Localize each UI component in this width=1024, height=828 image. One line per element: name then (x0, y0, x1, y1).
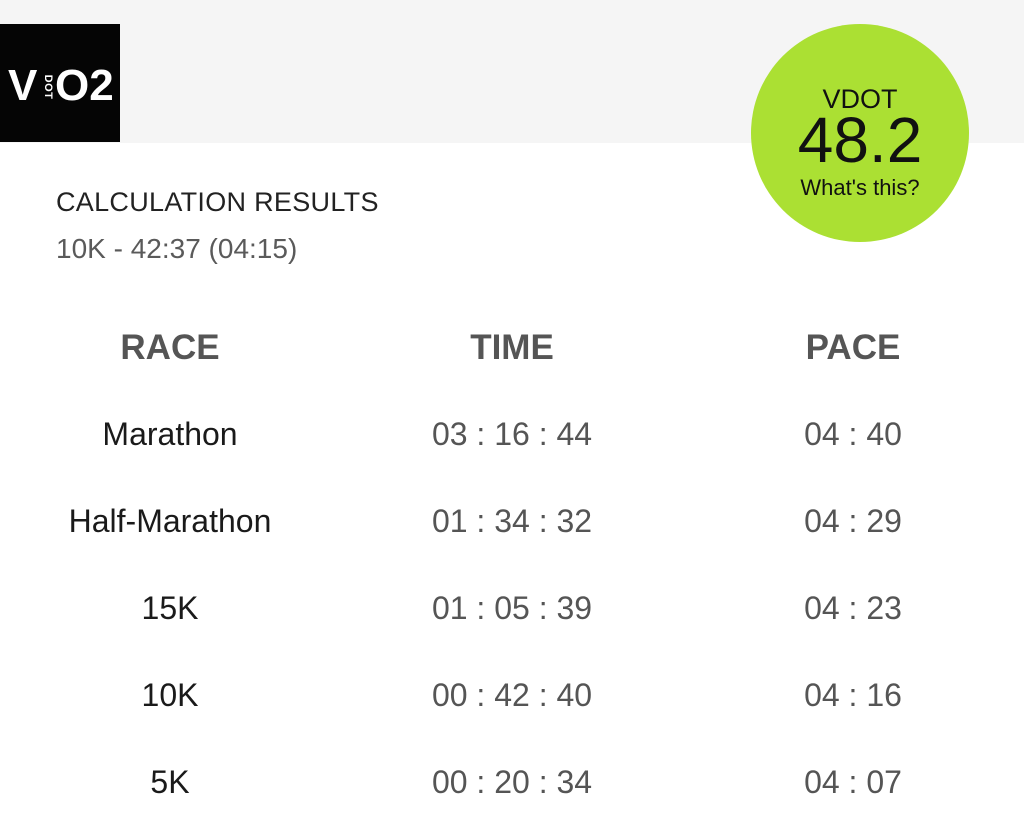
race-time-15k: 01 : 05 : 39 (431, 590, 593, 626)
vdot-badge-label: VDOT (822, 84, 898, 114)
logo-o2: O2 (55, 61, 114, 110)
column-header-race: RACE (120, 328, 220, 367)
race-pace-marathon: 04 : 40 (804, 416, 902, 452)
vdot-badge[interactable]: VDOT 48.2 What's this? (751, 24, 969, 242)
race-pace-10k: 04 : 16 (804, 677, 902, 713)
race-time-marathon: 03 : 16 : 44 (431, 416, 593, 452)
race-pace-15k: 04 : 23 (804, 590, 902, 626)
race-name-half-marathon: Half-Marathon (68, 503, 272, 539)
race-name-5k: 5K (150, 764, 190, 800)
results-heading: CALCULATION RESULTS (56, 187, 379, 217)
logo-v: V (8, 61, 38, 110)
race-pace-half-marathon: 04 : 29 (804, 503, 902, 539)
race-time-10k: 00 : 42 : 40 (431, 677, 593, 713)
column-header-time: TIME (470, 328, 554, 367)
results-subtitle: 10K - 42:37 (04:15) (56, 233, 298, 264)
race-pace-5k: 04 : 07 (804, 764, 902, 800)
race-name-10k: 10K (141, 677, 199, 713)
whats-this-link[interactable]: What's this? (800, 175, 920, 200)
race-name-marathon: Marathon (102, 416, 238, 452)
column-header-pace: PACE (805, 328, 901, 367)
race-time-5k: 00 : 20 : 34 (431, 764, 593, 800)
race-name-15k: 15K (141, 590, 199, 626)
vdot-logo[interactable]: V DOT O2 (0, 24, 120, 142)
logo-dot: DOT (42, 74, 54, 100)
race-time-half-marathon: 01 : 34 : 32 (431, 503, 593, 539)
vdot-badge-value: 48.2 (797, 104, 923, 176)
